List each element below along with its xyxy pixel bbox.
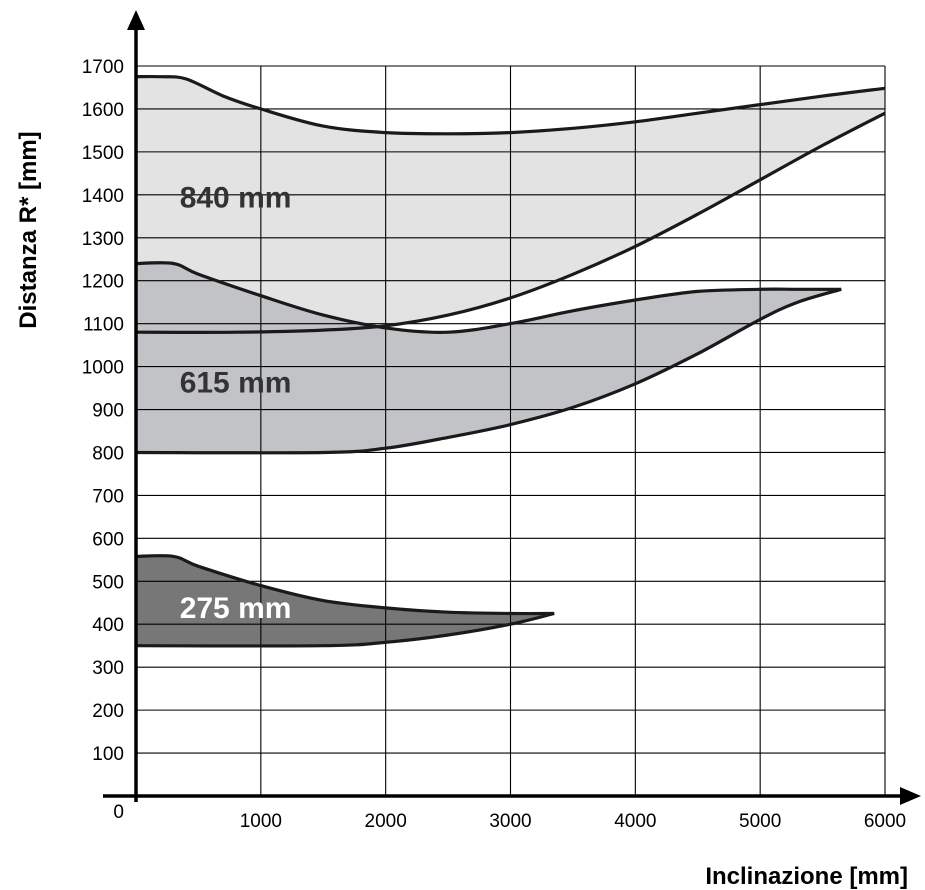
x-tick-label: 2000 xyxy=(365,811,407,832)
x-tick-label: 4000 xyxy=(614,811,656,832)
ticks-layer: 1000 2000 3000 4000 5000 60001002003004005006… xyxy=(82,57,906,832)
labels-layer: 840 mm 615 mm 275 mm xyxy=(180,182,292,625)
y-tick-label: 700 xyxy=(92,486,124,507)
axes-layer xyxy=(103,10,921,805)
region-615-mm xyxy=(136,262,842,453)
upper-boundary-275-mm xyxy=(135,554,555,616)
lower-boundary-615-mm xyxy=(135,287,842,455)
y-tick-label: 400 xyxy=(92,615,124,636)
y-tick-label: 1500 xyxy=(82,143,124,164)
lower-boundary-275-mm xyxy=(135,611,555,648)
y-tick-label: 800 xyxy=(92,443,124,464)
y-tick-label: 1400 xyxy=(82,186,124,207)
region-label: 275 mm xyxy=(180,592,292,625)
y-tick-label: 1100 xyxy=(83,315,124,336)
y-tick-label: 300 xyxy=(92,658,124,679)
x-tick-label: 5000 xyxy=(739,811,781,832)
x-axis-title: Inclinazione [mm] xyxy=(705,863,908,890)
y-tick-label: 600 xyxy=(92,529,124,550)
outlines-layer xyxy=(135,74,886,648)
y-tick-label: 200 xyxy=(92,701,124,722)
region-275-mm xyxy=(136,555,555,646)
origin-label: 0 xyxy=(113,802,124,823)
y-tick-label: 500 xyxy=(92,572,124,593)
upper-boundary-615-mm xyxy=(135,261,842,334)
region-label: 615 mm xyxy=(180,366,292,399)
y-tick-label: 900 xyxy=(92,401,124,422)
lower-boundary-840-mm xyxy=(135,111,886,334)
y-tick-label: 1000 xyxy=(82,358,124,379)
x-tick-label: 3000 xyxy=(489,811,531,832)
region-label: 840 mm xyxy=(180,182,292,215)
x-axis-arrowhead xyxy=(900,787,921,805)
x-tick-label: 6000 xyxy=(864,811,906,832)
y-tick-label: 1300 xyxy=(82,229,124,250)
y-tick-label: 1700 xyxy=(82,57,124,78)
y-axis-title: Distanza R* [mm] xyxy=(15,131,42,328)
y-axis-arrowhead xyxy=(127,10,145,30)
upper-boundary-840-mm xyxy=(135,74,886,136)
x-tick-label: 1000 xyxy=(240,811,282,832)
y-tick-label: 100 xyxy=(92,744,124,765)
y-tick-label: 1600 xyxy=(82,100,124,121)
y-tick-label: 1200 xyxy=(82,272,124,293)
